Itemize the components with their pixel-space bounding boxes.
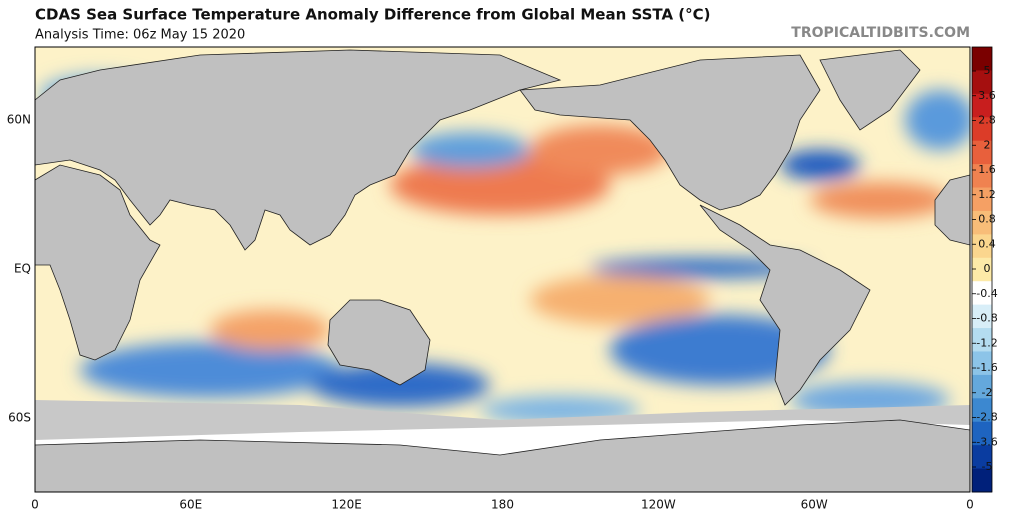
lat-label: EQ: [14, 262, 31, 276]
colorbar: 5 3.6 2.8 2 1.6 1.2 0.8 0.4 0 -0.4 -0.8 -1.2 -1.6 -2 -…: [971, 46, 998, 493]
colorbar-segment: [972, 164, 992, 189]
map-frame: [34, 46, 971, 493]
lon-label: 120E: [331, 498, 362, 512]
colorbar-segment: [972, 70, 992, 95]
colorbar-segment: [972, 47, 992, 71]
colorbar-label: 2.8: [978, 114, 996, 127]
greenland: [819, 49, 921, 131]
colorbar-label: -0.4: [976, 287, 997, 300]
colorbar-segment: [972, 421, 992, 446]
map: [35, 47, 970, 492]
lat-label: 60N: [7, 113, 31, 127]
lon-label: 60W: [801, 498, 828, 512]
colorbar-label: -1.2: [976, 336, 997, 349]
colorbar-label: -2.8: [976, 411, 997, 424]
colorbar-segment: [972, 304, 992, 329]
colorbar-segment: [972, 140, 992, 165]
colorbar-segment: [972, 351, 992, 376]
colorbar-segment: [972, 468, 992, 493]
colorbar-segment: [972, 328, 992, 352]
colorbar-label: 5: [984, 64, 991, 77]
colorbar-segment: [972, 398, 992, 423]
colorbar-segment: [972, 117, 992, 142]
axis-labels: 60N EQ 60S 0 60E 120E 180 120W 60W 0: [7, 113, 974, 512]
lat-label: 60S: [8, 411, 31, 425]
colorbar-label: -5: [982, 460, 993, 473]
colorbar-segment: [972, 187, 992, 212]
australia: [327, 299, 431, 386]
colorbar-segment: [972, 93, 992, 118]
colorbar-label: 1.2: [978, 188, 996, 201]
colorbar-label: 0.8: [978, 213, 996, 226]
colorbar-label: 2: [984, 138, 991, 151]
colorbar-segment: [972, 234, 992, 259]
lon-label: 120W: [641, 498, 676, 512]
colorbar-label: -0.8: [976, 312, 997, 325]
title: CDAS Sea Surface Temperature Anomaly Dif…: [35, 6, 711, 24]
lon-label: 0: [31, 498, 39, 512]
colorbar-label: 0: [984, 262, 991, 275]
subtitle: Analysis Time: 06z May 15 2020: [35, 28, 245, 43]
colorbar-label: 1.6: [978, 163, 996, 176]
colorbar-frame: [971, 46, 993, 493]
lon-label: 180: [491, 498, 514, 512]
colorbar-segment: [972, 257, 992, 282]
south-america: [699, 204, 871, 406]
colorbar-label: -3.6: [976, 435, 997, 448]
north-america: [519, 54, 821, 211]
colorbar-segment: [972, 445, 992, 470]
colorbar-segment: [972, 374, 992, 399]
colorbar-label: -1.6: [976, 361, 997, 374]
credit: TROPICALTIDBITS.COM: [791, 25, 970, 41]
eurasia: [35, 49, 562, 251]
colorbar-label: 3.6: [978, 89, 996, 102]
africa: [35, 164, 161, 361]
west-africa: [934, 174, 970, 246]
lon-label: 0: [966, 498, 974, 512]
lon-label: 60E: [179, 498, 202, 512]
antarctica: [35, 419, 970, 492]
colorbar-label: -2: [982, 386, 993, 399]
colorbar-label: 0.4: [978, 237, 996, 250]
colorbar-segment: [972, 210, 992, 235]
colorbar-segment: [972, 281, 992, 306]
